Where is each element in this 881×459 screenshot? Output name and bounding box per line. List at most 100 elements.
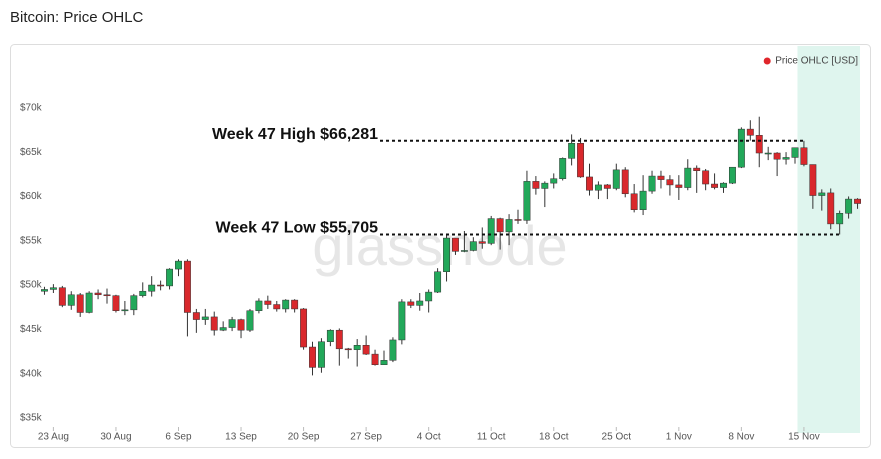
candle-body	[800, 147, 808, 165]
candle-body	[41, 289, 48, 292]
candle-body	[157, 284, 165, 287]
candle-body	[166, 268, 174, 287]
candle-body	[103, 294, 111, 297]
highlight-region	[797, 46, 860, 433]
candle-body	[398, 301, 406, 341]
annotation-label: Week 47 High $66,281	[212, 126, 378, 143]
candle-body	[425, 291, 433, 302]
candle-body	[854, 198, 861, 204]
candle-body	[603, 184, 611, 189]
candle-body	[49, 287, 57, 290]
candle-body	[550, 178, 558, 184]
candle-body	[577, 143, 585, 178]
candle-body	[487, 218, 495, 244]
y-tick-label: $35k	[20, 413, 43, 424]
candle-body	[460, 250, 468, 252]
candle-body	[782, 157, 790, 160]
candle-body	[317, 341, 325, 368]
candle-body	[818, 192, 826, 196]
candle-body	[237, 319, 245, 331]
candle-body	[130, 295, 138, 311]
candle-body	[514, 219, 522, 221]
candle-body	[380, 360, 388, 366]
y-tick-label: $65k	[20, 147, 43, 158]
candle-body	[523, 181, 531, 221]
x-tick-label: 8 Nov	[728, 432, 754, 443]
x-tick-label: 1 Nov	[666, 432, 692, 443]
candle-body	[791, 147, 799, 158]
candle-body	[586, 176, 593, 191]
y-tick-label: $40k	[20, 368, 43, 379]
candle-body	[58, 287, 66, 306]
annotation-label: Week 47 Low $55,705	[216, 220, 379, 237]
x-tick-label: 13 Sep	[225, 432, 257, 443]
candle-body	[657, 175, 665, 180]
candle-body	[764, 152, 772, 155]
candle-body	[684, 167, 692, 188]
chart-title: Bitcoin: Price OHLC	[10, 9, 144, 26]
candle-body	[559, 158, 567, 179]
y-tick-label: $50k	[20, 280, 43, 291]
candle-body	[201, 316, 209, 320]
candle-body	[612, 169, 620, 189]
x-tick-label: 4 Oct	[417, 432, 441, 443]
candle-body	[845, 198, 853, 214]
candle-body	[255, 300, 263, 311]
candle-body	[228, 319, 236, 328]
candle-body	[675, 184, 683, 188]
candle-body	[720, 182, 727, 188]
x-tick-label: 6 Sep	[165, 432, 192, 443]
y-tick-label: $70k	[20, 102, 43, 113]
candle-body	[219, 327, 227, 331]
candle-body	[836, 213, 844, 225]
candle-body	[139, 290, 147, 296]
x-tick-label: 20 Sep	[288, 432, 320, 443]
candle-body	[353, 345, 361, 350]
candle-body	[76, 294, 84, 313]
candle-body	[621, 169, 629, 195]
candle-body	[541, 182, 549, 189]
candle-body	[505, 219, 513, 233]
y-tick-label: $55k	[20, 235, 43, 246]
candle-body	[728, 166, 736, 184]
legend-label: Price OHLC [USD]	[775, 56, 858, 67]
candle-body	[407, 301, 415, 306]
candle-body	[362, 345, 370, 355]
candle-body	[371, 353, 379, 366]
candle-body	[291, 299, 299, 310]
x-tick-label: 15 Nov	[788, 432, 820, 443]
candle-body	[478, 241, 486, 244]
candle-body	[452, 237, 459, 252]
candle-body	[702, 170, 710, 185]
candle-body	[594, 184, 602, 191]
candle-body	[434, 271, 442, 293]
candle-body	[326, 329, 334, 342]
candle-body	[344, 348, 352, 351]
candle-body	[773, 152, 781, 160]
watermark: glassnode	[312, 214, 567, 277]
candle-body	[94, 292, 102, 296]
candle-body	[639, 190, 647, 210]
candle-body	[210, 316, 218, 331]
legend-marker	[763, 57, 771, 65]
candle-body	[755, 135, 763, 154]
y-tick-label: $60k	[20, 191, 43, 202]
candle-body	[273, 304, 281, 310]
candle-body	[532, 181, 540, 189]
candle-body	[737, 128, 745, 168]
candle-body	[827, 192, 835, 225]
candle-body	[192, 312, 200, 320]
candle-body	[809, 164, 817, 196]
candle-body	[389, 339, 397, 361]
candle-body	[693, 167, 701, 171]
candle-body	[630, 193, 638, 210]
candle-body	[496, 218, 504, 233]
candle-body	[309, 346, 316, 368]
candle-body	[121, 309, 129, 312]
candle-body	[175, 260, 182, 270]
candle-body	[300, 308, 308, 348]
candle-body	[282, 299, 290, 310]
x-tick-label: 23 Aug	[38, 432, 69, 443]
candle-body	[183, 260, 191, 313]
